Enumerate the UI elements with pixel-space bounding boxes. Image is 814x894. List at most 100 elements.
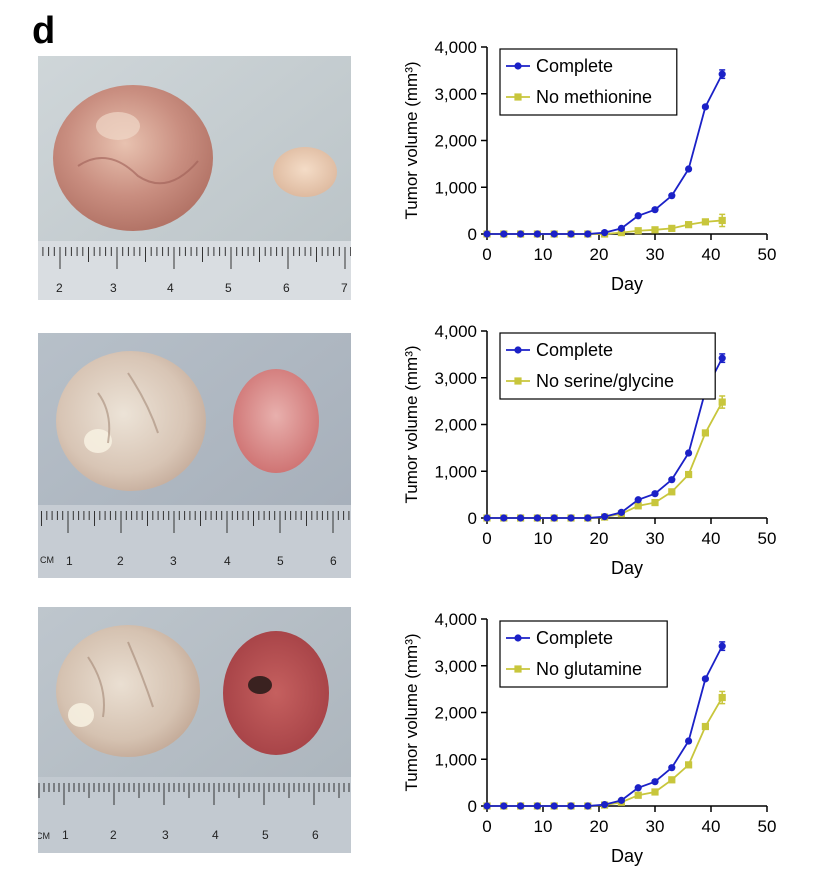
ruler — [38, 505, 351, 578]
data-point — [567, 514, 575, 522]
scale-label: 6 — [330, 554, 337, 568]
y-axis-title: Tumor volume (mm³) — [402, 633, 421, 791]
data-point — [718, 642, 726, 650]
scale-label: 2 — [117, 554, 124, 568]
x-tick-label: 20 — [590, 529, 609, 548]
data-point — [718, 398, 726, 406]
scale-label: 5 — [277, 554, 284, 568]
x-axis-title: Day — [611, 274, 643, 294]
data-point — [651, 490, 659, 498]
x-tick-label: 40 — [702, 245, 721, 264]
x-axis-title: Day — [611, 846, 643, 866]
legend-marker — [514, 377, 522, 385]
data-point — [601, 228, 609, 237]
legend: Complete No serine/glycine — [499, 332, 716, 400]
data-point — [601, 800, 609, 809]
y-axis-title: Tumor volume (mm³) — [402, 345, 421, 503]
y-tick-label: 2,000 — [434, 416, 477, 435]
chart-plot: 0 1,000 2,000 3,000 4,000 0 10 20 30 40 50 Day Tumor… — [402, 322, 776, 578]
photo-serine-glycine: CM 1 2 3 4 5 6 — [38, 333, 351, 578]
data-point — [483, 230, 491, 238]
legend-marker — [514, 346, 522, 354]
data-point — [701, 722, 709, 731]
legend-label: Complete — [536, 628, 613, 648]
y-tick-label: 3,000 — [434, 369, 477, 388]
y-tick-label: 4,000 — [434, 322, 477, 341]
data-point — [718, 354, 726, 362]
data-point — [517, 514, 525, 522]
legend: Complete No glutamine — [499, 620, 668, 688]
data-point — [685, 449, 693, 457]
scale-label: 6 — [312, 828, 319, 842]
data-point — [634, 212, 642, 220]
x-axis-title: Day — [611, 558, 643, 578]
x-tick-label: 40 — [702, 529, 721, 548]
legend-marker — [514, 634, 522, 642]
scale-label: 7 — [341, 281, 348, 295]
legend-box — [499, 332, 716, 400]
y-tick-label: 1,000 — [434, 750, 477, 769]
data-point — [701, 429, 709, 437]
y-tick-label: 2,000 — [434, 132, 477, 151]
data-point — [685, 221, 693, 229]
chart-plot: 0 1,000 2,000 3,000 4,000 0 10 20 30 40 50 Day Tumor… — [402, 38, 776, 294]
data-point — [617, 796, 625, 804]
y-tick-label: 4,000 — [434, 38, 477, 57]
y-tick-label: 4,000 — [434, 610, 477, 629]
data-point — [634, 502, 642, 510]
data-point — [533, 802, 541, 810]
data-point — [483, 514, 491, 522]
data-point — [584, 514, 592, 522]
data-point — [500, 514, 508, 522]
y-tick-label: 0 — [468, 797, 477, 816]
scale-label: CM — [40, 555, 54, 565]
data-point — [651, 206, 659, 214]
data-point — [668, 192, 676, 200]
scale-label: 6 — [283, 281, 290, 295]
data-point — [634, 791, 642, 799]
data-point — [517, 802, 525, 810]
legend-box — [499, 620, 668, 688]
x-tick-label: 50 — [758, 817, 777, 836]
scale-label: 5 — [262, 828, 269, 842]
data-point — [668, 224, 676, 232]
data-point — [685, 737, 693, 745]
data-point — [634, 227, 642, 235]
data-point — [584, 802, 592, 810]
tumor-control — [56, 625, 200, 757]
scale-label: 2 — [56, 281, 63, 295]
data-point — [701, 103, 709, 111]
data-point — [550, 514, 558, 522]
data-point — [668, 488, 676, 496]
legend-marker — [514, 93, 522, 101]
scale-label: 3 — [162, 828, 169, 842]
data-point — [500, 802, 508, 810]
data-point — [718, 216, 726, 225]
legend-box — [499, 48, 678, 116]
chart-glutamine: 0 1,000 2,000 3,000 4,000 0 10 20 30 40 50 Day Tumor… — [370, 600, 810, 890]
scale-label: 4 — [224, 554, 231, 568]
scale-label: 1 — [62, 828, 69, 842]
tumor-control — [53, 85, 213, 231]
data-point — [533, 230, 541, 238]
chart-serine-glycine: 0 1,000 2,000 3,000 4,000 0 10 20 30 40 50 Day Tumor… — [370, 312, 810, 602]
data-point — [550, 230, 558, 238]
data-point — [500, 230, 508, 238]
data-point — [718, 693, 726, 702]
legend-label: No glutamine — [536, 659, 642, 679]
data-point — [533, 514, 541, 522]
legend-marker — [514, 62, 522, 70]
x-tick-label: 10 — [534, 245, 553, 264]
x-tick-label: 0 — [482, 817, 491, 836]
data-point — [668, 764, 676, 772]
data-point — [601, 512, 609, 521]
data-point — [701, 218, 709, 226]
x-tick-label: 10 — [534, 529, 553, 548]
x-tick-label: 40 — [702, 817, 721, 836]
series-line — [487, 697, 723, 807]
data-point — [517, 230, 525, 238]
data-point — [617, 224, 625, 232]
scale-label: 3 — [110, 281, 117, 295]
y-tick-label: 1,000 — [434, 462, 477, 481]
data-point — [634, 784, 642, 792]
